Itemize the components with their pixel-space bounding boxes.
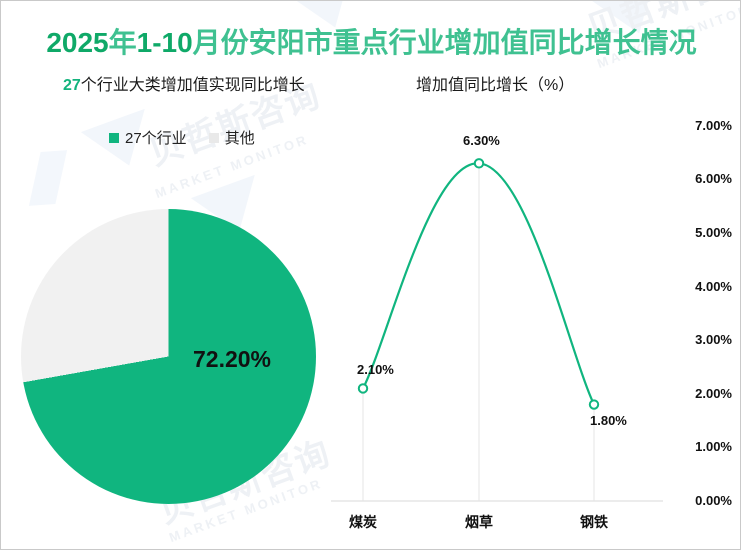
data-point-label: 2.10% <box>357 362 394 378</box>
legend-item-0[interactable]: 27个行业 <box>109 127 187 148</box>
legend-item-1[interactable]: 其他 <box>208 127 255 148</box>
line-chart-subtitle: 增加值同比增长（%） <box>416 77 575 94</box>
title-text-2: 月份安阳市重点行业增加值同比增长情况 <box>192 27 697 58</box>
pie-subtitle-count: 27 <box>63 77 81 94</box>
legend-label-0: 27个行业 <box>125 130 187 147</box>
x-axis-category-label: 烟草 <box>465 514 493 530</box>
y-axis-tick-label: 7.00% <box>695 117 732 133</box>
title-year: 2025 <box>46 27 109 58</box>
title-months: 1-10 <box>136 27 193 58</box>
x-axis-category-label: 煤炭 <box>349 514 377 530</box>
data-point-label: 6.30% <box>463 133 500 149</box>
y-axis-tick-label: 0.00% <box>695 493 732 508</box>
y-axis-tick-label: 4.00% <box>695 278 732 294</box>
data-point-marker <box>588 399 600 410</box>
pie-legend: 27个行业 其他 <box>109 127 255 148</box>
y-axis-tick-label: 3.00% <box>695 332 732 348</box>
data-point-marker <box>357 383 369 394</box>
pie-subtitle-rest: 个行业大类增加值实现同比增长 <box>80 77 305 94</box>
title-text-1: 年 <box>108 27 137 58</box>
pie-value-label: 72.20% <box>193 346 272 372</box>
y-axis-tick-label: 2.00% <box>695 385 732 401</box>
y-axis-tick-label: 1.00% <box>695 439 732 455</box>
pie-chart[interactable] <box>21 209 316 504</box>
pie-slices <box>21 209 316 504</box>
legend-swatch-icon <box>208 132 219 143</box>
page-title: 2025年1-10月份安阳市重点行业增加值同比增长情况 <box>1 21 740 61</box>
x-axis-category-label: 钢铁 <box>580 514 608 530</box>
line-chart-svg <box>331 158 663 502</box>
line-chart[interactable]: 2.10% 6.30% 1.80% 0.00% 1.00% 2.00% 3.00% 4.00%… <box>331 106 740 549</box>
pie-chart-subtitle: 27个行业大类增加值实现同比增长 <box>63 71 305 95</box>
y-axis-tick-label: 5.00% <box>695 225 732 240</box>
legend-label-1: 其他 <box>224 130 255 147</box>
y-axis-tick-label: 6.00% <box>695 171 732 187</box>
watermark-logo-left-2 <box>28 150 68 206</box>
legend-swatch-icon <box>109 132 119 143</box>
data-point-marker <box>473 158 485 169</box>
data-point-label: 1.80% <box>590 412 627 428</box>
